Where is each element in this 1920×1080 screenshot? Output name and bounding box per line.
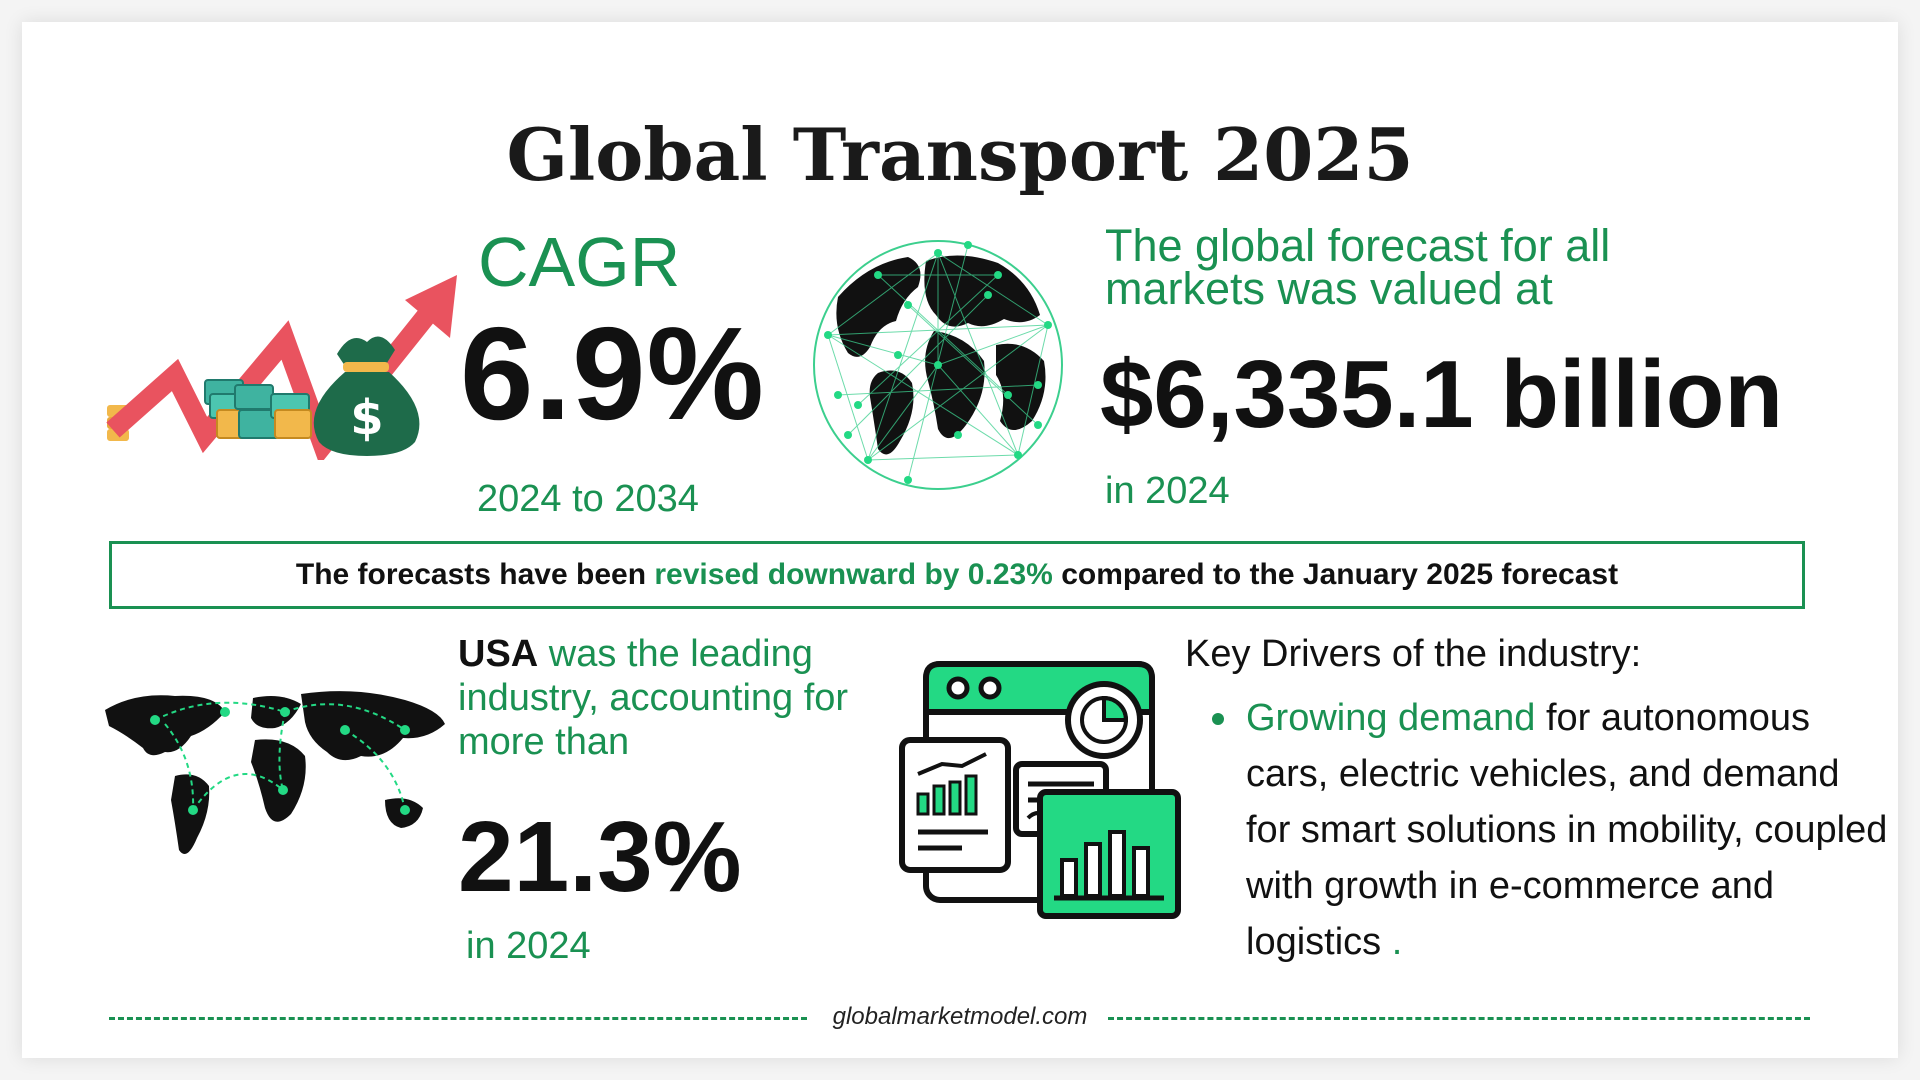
forecast-value: $6,335.1 billion <box>1100 341 1783 448</box>
drivers-list: Growing demand for autonomous cars, elec… <box>1212 690 1892 970</box>
list-item: Growing demand for autonomous cars, elec… <box>1212 690 1892 970</box>
usa-value: 21.3% <box>458 801 742 913</box>
growth-money-icon: $ <box>106 275 457 460</box>
drivers-title: Key Drivers of the industry: <box>1185 633 1642 675</box>
footer-website: globalmarketmodel.com <box>832 1003 1088 1030</box>
cagr-label: CAGR <box>478 223 681 301</box>
world-map-icon <box>105 691 445 854</box>
cagr-range: 2024 to 2034 <box>477 478 699 520</box>
usa-year: in 2024 <box>466 925 591 967</box>
usa-text: was the leading industry, accounting for… <box>458 633 849 763</box>
cagr-value: 6.9% <box>460 300 765 447</box>
usa-description: USA was the leading industry, accounting… <box>458 632 888 764</box>
globe-network-icon <box>813 240 1063 490</box>
revision-banner: The forecasts have been revised downward… <box>109 541 1805 609</box>
driver-highlight: Growing demand <box>1246 697 1536 739</box>
bullet-icon <box>1212 713 1224 725</box>
analytics-dashboard-icon <box>899 661 1181 919</box>
forecast-year: in 2024 <box>1105 470 1230 512</box>
footer-divider-left <box>109 1017 807 1020</box>
driver-text: for autonomous cars, electric vehicles, … <box>1246 697 1888 963</box>
svg-text:$: $ <box>350 390 383 446</box>
driver-end: . <box>1381 921 1403 963</box>
page-title: Global Transport 2025 <box>506 112 1414 197</box>
revision-suffix: compared to the January 2025 forecast <box>1052 558 1619 591</box>
usa-country: USA <box>458 633 539 675</box>
revision-prefix: The forecasts have been <box>295 558 655 591</box>
footer-divider-right <box>1108 1017 1810 1020</box>
revision-highlight: revised downward by 0.23% <box>654 558 1053 591</box>
forecast-intro: The global forecast for all markets was … <box>1105 220 1611 314</box>
